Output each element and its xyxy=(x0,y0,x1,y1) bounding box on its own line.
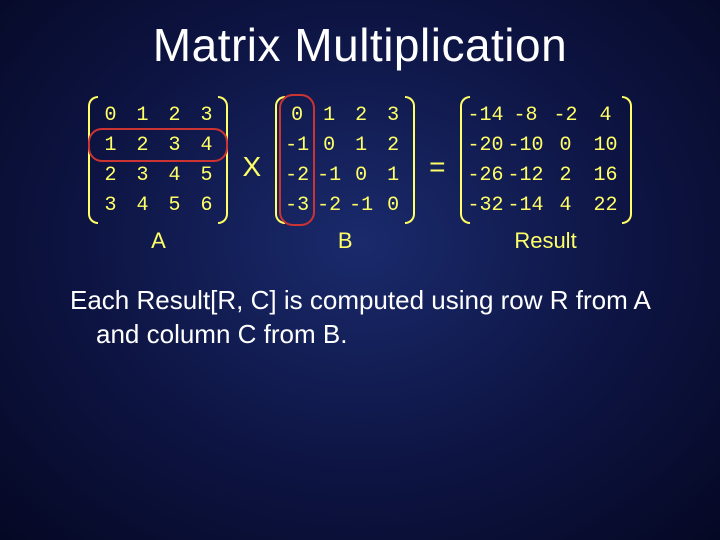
matrix-cell: 4 xyxy=(158,160,190,190)
matrix-result: -14-8-24-20-10010-26-12216-32-14422 xyxy=(466,100,626,220)
matrix-b-block: 0123-1012-2-101-3-2-10 B xyxy=(281,100,409,254)
matrix-cell: 4 xyxy=(586,100,626,130)
matrix-cell: 1 xyxy=(345,130,377,160)
explanation-text: Each Result[R, C] is computed using row … xyxy=(70,284,670,352)
matrix-cell: -12 xyxy=(506,160,546,190)
matrix-cell: -8 xyxy=(506,100,546,130)
matrix-cell: -26 xyxy=(466,160,506,190)
times-operator: X xyxy=(236,151,267,183)
matrix-cell: -2 xyxy=(313,190,345,220)
matrix-cell: -3 xyxy=(281,190,313,220)
equals-operator: = xyxy=(423,151,451,183)
matrix-cell: 3 xyxy=(158,130,190,160)
matrix-cell: 1 xyxy=(94,130,126,160)
matrix-result-label: Result xyxy=(514,228,576,254)
matrix-cell: 1 xyxy=(377,160,409,190)
matrix-cell: -32 xyxy=(466,190,506,220)
matrix-cell: -20 xyxy=(466,130,506,160)
matrix-cell: -14 xyxy=(466,100,506,130)
matrix-cell: 0 xyxy=(313,130,345,160)
matrix-cell: -1 xyxy=(345,190,377,220)
matrix-cell: 0 xyxy=(377,190,409,220)
matrix-row: 0123123423453456 A X 0123-1012-2-101-3-2… xyxy=(0,100,720,254)
matrix-cell: 0 xyxy=(546,130,586,160)
matrix-cell: 2 xyxy=(377,130,409,160)
matrix-cell: 5 xyxy=(190,160,222,190)
matrix-cell: 2 xyxy=(158,100,190,130)
matrix-cell: 3 xyxy=(94,190,126,220)
matrix-b-label: B xyxy=(338,228,353,254)
matrix-cell: -14 xyxy=(506,190,546,220)
matrix-b: 0123-1012-2-101-3-2-10 xyxy=(281,100,409,220)
matrix-cell: 22 xyxy=(586,190,626,220)
matrix-cell: 2 xyxy=(94,160,126,190)
matrix-cell: 0 xyxy=(94,100,126,130)
matrix-cell: 2 xyxy=(126,130,158,160)
matrix-cell: 2 xyxy=(546,160,586,190)
matrix-cell: 4 xyxy=(190,130,222,160)
matrix-result-block: -14-8-24-20-10010-26-12216-32-14422 Resu… xyxy=(466,100,626,254)
matrix-cell: 10 xyxy=(586,130,626,160)
matrix-a-label: A xyxy=(151,228,166,254)
matrix-cell: -1 xyxy=(281,130,313,160)
matrix-cell: 2 xyxy=(345,100,377,130)
matrix-a: 0123123423453456 xyxy=(94,100,222,220)
matrix-cell: 0 xyxy=(345,160,377,190)
matrix-cell: 16 xyxy=(586,160,626,190)
matrix-cell: 3 xyxy=(126,160,158,190)
matrix-cell: 4 xyxy=(546,190,586,220)
matrix-cell: -2 xyxy=(546,100,586,130)
matrix-cell: 0 xyxy=(281,100,313,130)
matrix-cell: 4 xyxy=(126,190,158,220)
matrix-cell: -2 xyxy=(281,160,313,190)
matrix-cell: -10 xyxy=(506,130,546,160)
matrix-a-block: 0123123423453456 A xyxy=(94,100,222,254)
matrix-cell: 3 xyxy=(377,100,409,130)
page-title: Matrix Multiplication xyxy=(0,0,720,72)
matrix-cell: 1 xyxy=(313,100,345,130)
matrix-cell: 6 xyxy=(190,190,222,220)
matrix-cell: -1 xyxy=(313,160,345,190)
matrix-cell: 3 xyxy=(190,100,222,130)
matrix-cell: 1 xyxy=(126,100,158,130)
matrix-cell: 5 xyxy=(158,190,190,220)
